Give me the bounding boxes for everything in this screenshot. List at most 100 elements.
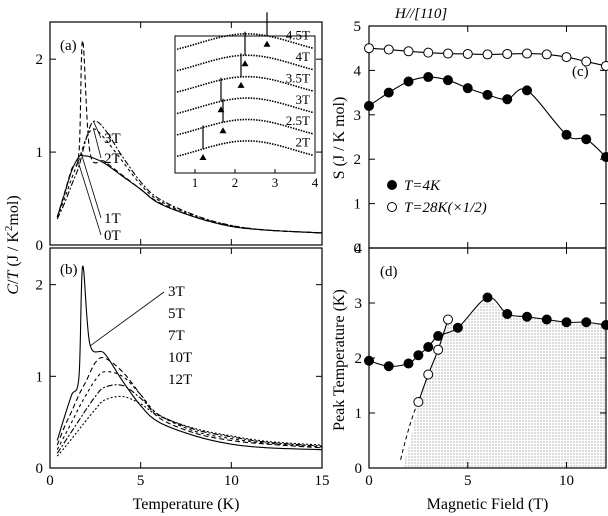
panel-b-curve-label: 7T bbox=[168, 328, 185, 344]
panel-d-ytick-label: 2 bbox=[355, 351, 363, 367]
panel-d-point bbox=[403, 358, 414, 369]
panel-c-point bbox=[482, 49, 493, 60]
panel-a-frame bbox=[49, 21, 323, 246]
inset-frame bbox=[174, 35, 316, 174]
panel-a-curve-label: 0T bbox=[104, 228, 121, 244]
panel-c-ytick-label: 0 bbox=[354, 241, 362, 257]
panel-b-series-12T bbox=[56, 395, 323, 457]
panel-c-point bbox=[462, 48, 473, 59]
panel-c-ytick-label: 2 bbox=[354, 152, 362, 168]
panel-d-ytick-label: 4 bbox=[355, 241, 363, 257]
panel-b-xlabel: Temperature (K) bbox=[133, 496, 240, 513]
panel-b-label: (b) bbox=[60, 262, 78, 278]
panel-c-point bbox=[541, 49, 552, 60]
panel-a-series-2T bbox=[56, 128, 323, 234]
panel-c-point bbox=[502, 48, 513, 59]
panel-c-point bbox=[462, 83, 473, 94]
panel-a-series-3T bbox=[56, 120, 323, 234]
panel-d-point bbox=[443, 314, 453, 325]
panel-b-curve-label: 12T bbox=[168, 372, 192, 388]
panel-a-leader bbox=[93, 128, 102, 159]
inset-peak-marker bbox=[237, 81, 245, 88]
panel-c-point bbox=[522, 85, 532, 96]
panel-b-curve-label: 3T bbox=[168, 284, 185, 300]
panel-d-point bbox=[541, 314, 552, 325]
panel-d-point bbox=[383, 361, 394, 372]
panel-c-point bbox=[383, 44, 394, 55]
inset-peak-marker bbox=[263, 40, 271, 47]
panel-d-xlabel: Magnetic Field (T) bbox=[427, 496, 549, 513]
panel-d-point bbox=[452, 322, 463, 333]
panel-b-xtick-label: 10 bbox=[224, 473, 239, 489]
panel-d-point bbox=[561, 317, 572, 328]
panel-b-ytick-label: 0 bbox=[36, 461, 44, 477]
panel-c-point bbox=[364, 100, 374, 111]
panel-a-curve-label: 1T bbox=[104, 211, 121, 227]
panel-b-xtick-label: 15 bbox=[315, 473, 330, 489]
panel-d-point bbox=[502, 309, 513, 319]
panel-d-xtick-label: 10 bbox=[559, 473, 574, 489]
panel-c-point bbox=[601, 60, 608, 71]
panel-d-point bbox=[433, 344, 444, 355]
inset-peak-marker bbox=[219, 127, 227, 134]
panel-d-fit-open bbox=[417, 319, 449, 403]
panel-a-leader bbox=[80, 151, 102, 219]
panel-c-point bbox=[443, 75, 453, 86]
panel-a-leader bbox=[93, 121, 102, 139]
panel-c-label: (c) bbox=[572, 64, 589, 80]
panel-b-ytick-label: 1 bbox=[36, 369, 44, 385]
panel-c-point bbox=[482, 89, 493, 100]
panel-c-ytick-label: 3 bbox=[354, 108, 362, 124]
panel-d-point bbox=[413, 397, 424, 407]
panel-d-point bbox=[433, 331, 444, 341]
panel-c-ytick-label: 1 bbox=[354, 197, 362, 213]
panel-c-legend-marker bbox=[387, 202, 397, 212]
inset-peak-marker bbox=[217, 106, 225, 113]
field-direction-label: H//[110] bbox=[394, 6, 447, 22]
panel-d-ytick-label: 0 bbox=[355, 461, 363, 477]
panel-a-ytick-label: 1 bbox=[36, 145, 44, 161]
panel-c-legend-label: T=28K(×1/2) bbox=[404, 200, 487, 216]
panel-c-point bbox=[423, 72, 434, 83]
panel-d-ytick-label: 3 bbox=[355, 296, 363, 312]
inset-xtick-label: 2 bbox=[232, 175, 239, 190]
panel-d-point bbox=[413, 350, 424, 361]
panel-b-series-7T bbox=[56, 371, 323, 450]
panel-c-ytick-label: 5 bbox=[354, 19, 362, 35]
panel-c-point bbox=[601, 151, 608, 162]
panel-c-point bbox=[403, 76, 414, 87]
panel-d-ylabel: Peak Temperature (K) bbox=[331, 289, 348, 431]
panel-b-xtick-label: 0 bbox=[46, 473, 54, 489]
panel-b-series-5T bbox=[56, 356, 323, 449]
panel-d-point bbox=[482, 292, 493, 303]
inset-xtick-label: 4 bbox=[312, 175, 319, 190]
panel-d-point bbox=[581, 317, 592, 328]
panel-d-point bbox=[364, 355, 374, 366]
panel-b-series-10T bbox=[56, 384, 323, 454]
panel-d-point bbox=[601, 320, 608, 330]
panel-b-ytick-label: 2 bbox=[36, 278, 44, 294]
inset-series-label: 3.5T bbox=[286, 70, 310, 85]
inset-xtick-label: 3 bbox=[272, 175, 279, 190]
panel-c-point bbox=[581, 56, 592, 67]
panel-c-legend-marker bbox=[387, 180, 397, 190]
panel-c-ylabel: S (J / K mol) bbox=[331, 97, 348, 180]
inset-series-label: 3T bbox=[296, 92, 311, 107]
panel-c-point bbox=[383, 87, 394, 98]
panel-ab-ylabel: C/T (J / K2mol) bbox=[3, 195, 22, 294]
panel-a-curve-label: 3T bbox=[104, 131, 121, 147]
panel-c-point bbox=[561, 52, 572, 63]
panel-c-point bbox=[522, 48, 532, 59]
panel-a-curve-label: 2T bbox=[104, 151, 121, 167]
panel-c-point bbox=[364, 43, 374, 54]
panel-d-xtick-label: 0 bbox=[365, 473, 373, 489]
panel-d-ytick-label: 1 bbox=[355, 406, 363, 422]
panel-b-curve-label: 10T bbox=[168, 350, 192, 366]
panel-c-fit-0 bbox=[368, 76, 607, 158]
panel-b-frame bbox=[49, 247, 323, 469]
panel-b-xtick-label: 5 bbox=[137, 473, 145, 489]
panel-d-ordered-region bbox=[402, 297, 606, 468]
panel-d-point bbox=[423, 369, 434, 380]
